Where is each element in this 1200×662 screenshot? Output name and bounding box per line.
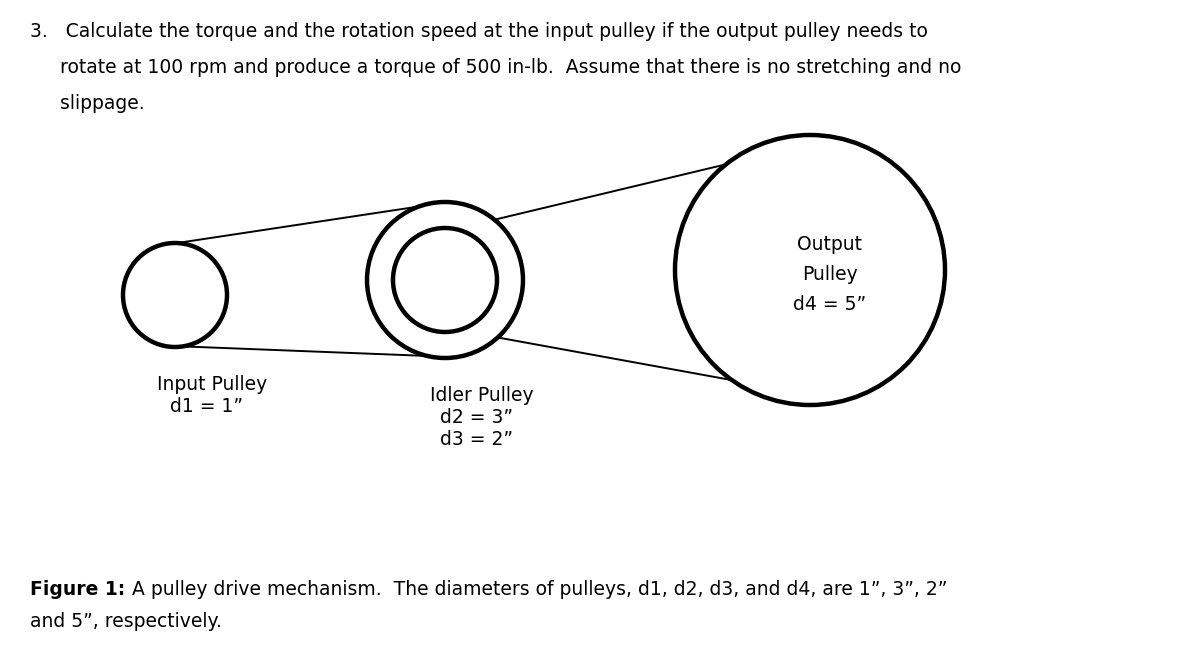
Text: 3.   Calculate the torque and the rotation speed at the input pulley if the outp: 3. Calculate the torque and the rotation… xyxy=(30,22,928,41)
Text: d4 = 5”: d4 = 5” xyxy=(793,295,866,314)
Text: rotate at 100 rpm and produce a torque of 500 in-lb.  Assume that there is no st: rotate at 100 rpm and produce a torque o… xyxy=(30,58,961,77)
Text: d2 = 3”: d2 = 3” xyxy=(440,408,514,427)
Circle shape xyxy=(124,243,227,347)
Text: slippage.: slippage. xyxy=(30,94,145,113)
Text: Output: Output xyxy=(798,236,863,254)
Text: A pulley drive mechanism.  The diameters of pulleys, d1, d2, d3, and d4, are 1”,: A pulley drive mechanism. The diameters … xyxy=(120,580,947,599)
Circle shape xyxy=(394,228,497,332)
Circle shape xyxy=(674,135,946,405)
Text: and 5”, respectively.: and 5”, respectively. xyxy=(30,612,222,631)
Text: Idler Pulley: Idler Pulley xyxy=(430,386,534,405)
Text: Pulley: Pulley xyxy=(802,265,858,285)
Text: d1 = 1”: d1 = 1” xyxy=(170,397,242,416)
Text: Input Pulley: Input Pulley xyxy=(157,375,268,394)
Circle shape xyxy=(367,202,523,358)
Text: d3 = 2”: d3 = 2” xyxy=(440,430,514,449)
Text: Figure 1:: Figure 1: xyxy=(30,580,125,599)
